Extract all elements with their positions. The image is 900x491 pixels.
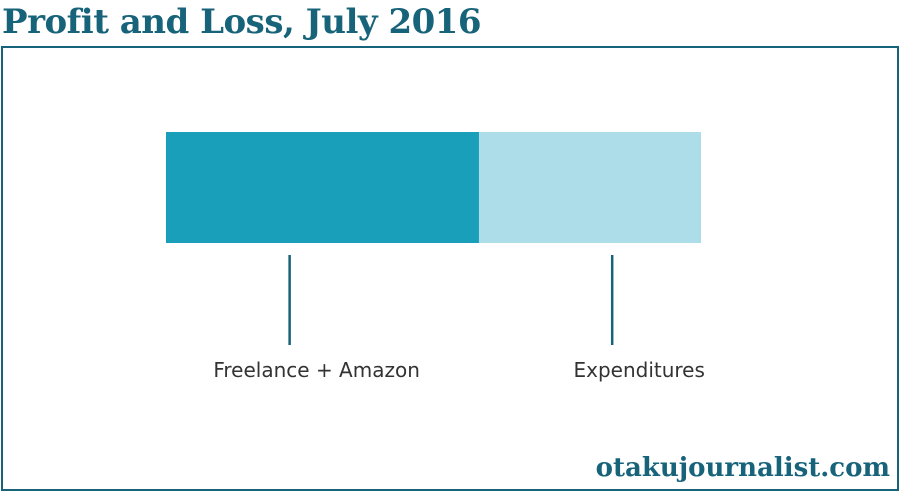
chart-frame [1,46,899,491]
site-watermark: otakujournalist.com [595,453,890,483]
category-label-freelance-amazon: Freelance + Amazon [213,358,420,382]
chart-title: Profit and Loss, July 2016 [2,2,482,42]
bar-segment-expenditures [478,132,701,243]
category-label-expenditures: Expenditures [573,358,705,382]
bar-segment-freelance-amazon [166,132,479,243]
